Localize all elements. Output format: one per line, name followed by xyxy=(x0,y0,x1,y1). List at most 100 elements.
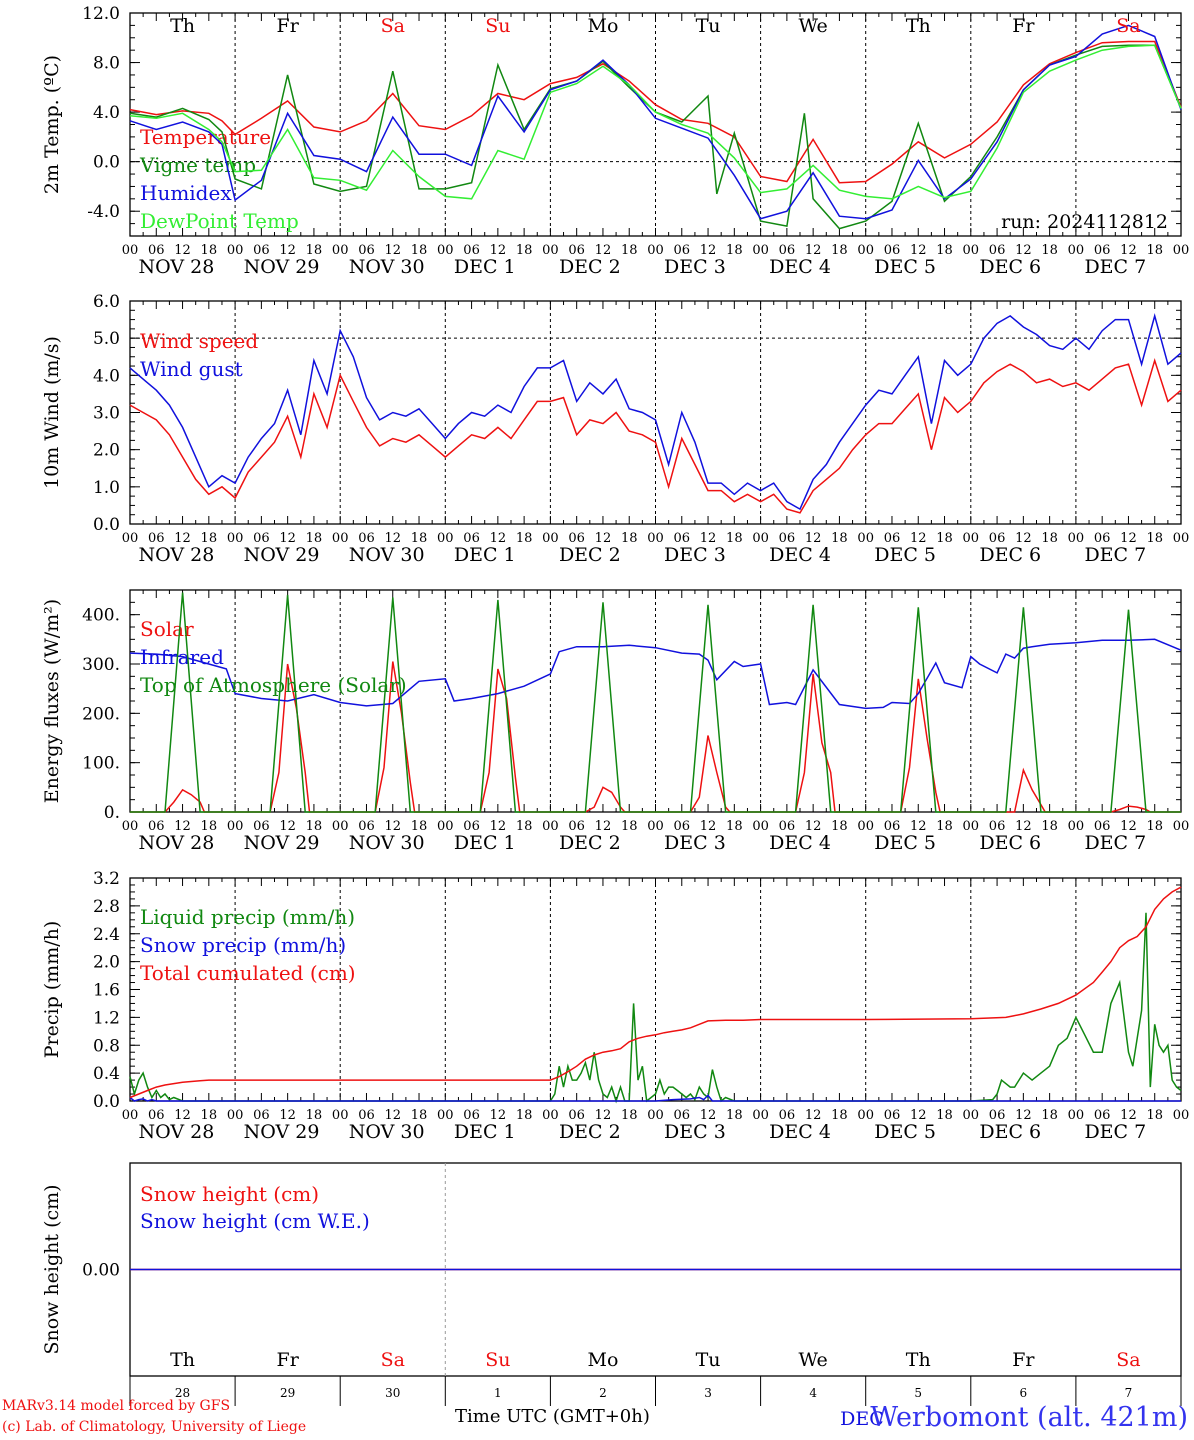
legend-label: Liquid precip (mm/h) xyxy=(140,905,355,929)
weekday-label: Su xyxy=(485,15,510,37)
hour-tick-label: 12 xyxy=(384,531,401,546)
hour-tick-label: 06 xyxy=(989,1108,1006,1123)
day-number-label: 6 xyxy=(1020,1386,1028,1400)
day-number-label: 3 xyxy=(704,1386,712,1400)
hour-tick-label: 12 xyxy=(384,819,401,834)
series-line xyxy=(130,592,1181,813)
hour-tick-label: 12 xyxy=(490,819,507,834)
date-label: DEC 6 xyxy=(979,832,1041,854)
hour-tick-label: 06 xyxy=(253,243,270,258)
date-label: NOV 29 xyxy=(244,544,320,566)
hour-tick-label: 06 xyxy=(674,243,691,258)
hour-tick-label: 06 xyxy=(1094,531,1111,546)
hour-tick-label: 12 xyxy=(384,243,401,258)
series-line xyxy=(129,912,1182,1104)
lab-credit: (c) Lab. of Climatology, University of L… xyxy=(2,1419,307,1435)
y-tick-label: 4.0 xyxy=(93,103,120,123)
series-line xyxy=(129,1094,1181,1102)
date-label: DEC 3 xyxy=(664,1121,726,1143)
hour-tick-label: 00 xyxy=(1068,1108,1085,1123)
y-tick-label: 400. xyxy=(82,606,120,626)
hour-tick-label: 18 xyxy=(516,243,533,258)
weekday-label: Sa xyxy=(1116,1349,1140,1371)
hour-tick-label: 06 xyxy=(884,531,901,546)
hour-tick-label: 00 xyxy=(332,819,349,834)
hour-tick-label: 06 xyxy=(1094,819,1111,834)
hour-tick-label: 06 xyxy=(253,1108,270,1123)
date-label: DEC 5 xyxy=(874,544,936,566)
hour-tick-label: 06 xyxy=(463,531,480,546)
hour-tick-label: 18 xyxy=(516,819,533,834)
hour-tick-label: 18 xyxy=(516,1108,533,1123)
date-label: DEC 7 xyxy=(1084,832,1146,854)
hour-tick-label: 00 xyxy=(963,243,980,258)
x-axis-title: Time UTC (GMT+0h) xyxy=(455,1406,650,1427)
weekday-label: Th xyxy=(906,1349,931,1371)
hour-tick-label: 12 xyxy=(805,819,822,834)
hour-tick-label: 00 xyxy=(1173,531,1190,546)
legend-label: Snow height (cm) xyxy=(140,1182,319,1206)
hour-tick-label: 00 xyxy=(647,243,664,258)
hour-tick-label: 00 xyxy=(542,819,559,834)
date-label: DEC 2 xyxy=(559,1121,621,1143)
y-tick-label: 0.0 xyxy=(93,1092,120,1112)
hour-tick-label: 18 xyxy=(411,531,428,546)
date-label: NOV 28 xyxy=(139,832,215,854)
date-label: DEC 2 xyxy=(559,832,621,854)
hour-tick-label: 18 xyxy=(621,1108,638,1123)
hour-tick-label: 06 xyxy=(1094,243,1111,258)
date-label: DEC 7 xyxy=(1084,256,1146,278)
y-tick-label: 300. xyxy=(82,655,120,675)
date-label: DEC 7 xyxy=(1084,544,1146,566)
date-label: NOV 29 xyxy=(244,256,320,278)
legend-label: Vigne temp xyxy=(139,153,256,177)
hour-tick-label: 18 xyxy=(726,531,743,546)
weekday-label: Th xyxy=(906,15,931,37)
hour-tick-label: 18 xyxy=(1041,531,1058,546)
y-tick-label: 0.4 xyxy=(93,1064,120,1084)
hour-tick-label: 18 xyxy=(726,1108,743,1123)
hour-tick-label: 12 xyxy=(805,531,822,546)
series-line xyxy=(129,886,1182,1099)
hour-tick-label: 12 xyxy=(700,243,717,258)
y-tick-label: -4.0 xyxy=(87,202,120,222)
hour-tick-label: 12 xyxy=(595,531,612,546)
hour-tick-label: 12 xyxy=(1015,1108,1032,1123)
hour-tick-label: 18 xyxy=(201,1108,218,1123)
hour-tick-label: 18 xyxy=(936,819,953,834)
hour-tick-label: 00 xyxy=(857,531,874,546)
hour-tick-label: 18 xyxy=(936,1108,953,1123)
legend-label: Snow height (cm W.E.) xyxy=(140,1209,370,1233)
hour-tick-label: 18 xyxy=(1041,243,1058,258)
series-line xyxy=(129,638,1182,710)
weekday-label: Sa xyxy=(381,1349,405,1371)
hour-tick-label: 06 xyxy=(148,243,165,258)
hour-tick-label: 06 xyxy=(568,819,585,834)
hour-tick-label: 06 xyxy=(148,531,165,546)
hour-tick-label: 00 xyxy=(122,1108,139,1123)
y-tick-label: 2.4 xyxy=(93,925,120,945)
hour-tick-label: 18 xyxy=(306,819,323,834)
hour-tick-label: 12 xyxy=(910,243,927,258)
y-tick-label: 2.8 xyxy=(93,897,120,917)
hour-tick-label: 00 xyxy=(437,243,454,258)
date-label: DEC 6 xyxy=(979,544,1041,566)
weekday-label: Fr xyxy=(1012,1349,1035,1371)
panel-frame xyxy=(129,12,1182,237)
hour-tick-label: 18 xyxy=(726,819,743,834)
y-tick-label: 6.0 xyxy=(93,292,120,312)
hour-tick-label: 18 xyxy=(831,819,848,834)
hour-tick-label: 12 xyxy=(1120,243,1137,258)
hour-tick-label: 00 xyxy=(542,1108,559,1123)
hour-tick-label: 06 xyxy=(779,819,796,834)
day-number-label: 30 xyxy=(385,1386,400,1400)
hour-tick-label: 18 xyxy=(621,531,638,546)
date-label: DEC 4 xyxy=(769,544,831,566)
hour-tick-label: 06 xyxy=(884,1108,901,1123)
hour-tick-label: 18 xyxy=(1041,819,1058,834)
hour-tick-label: 00 xyxy=(332,243,349,258)
panel-frame xyxy=(129,300,1182,525)
series-line xyxy=(129,24,1182,220)
hour-tick-label: 18 xyxy=(1041,1108,1058,1123)
date-label: DEC 2 xyxy=(559,544,621,566)
